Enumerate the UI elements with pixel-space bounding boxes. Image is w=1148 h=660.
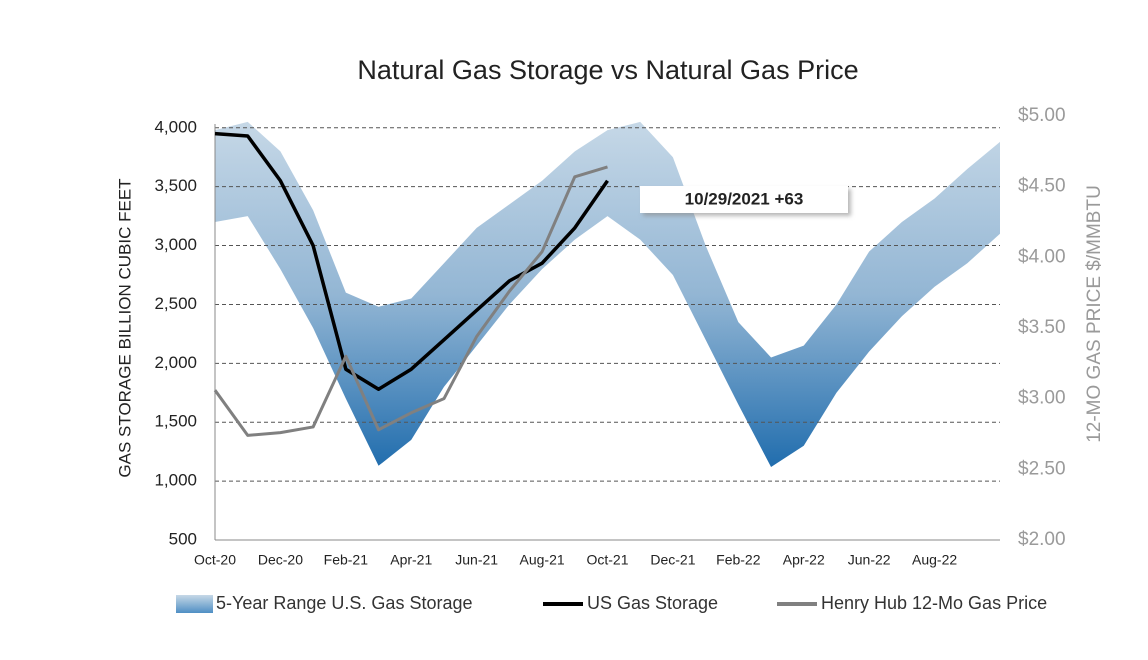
y2-axis-label: 12-MO GAS PRICE $/MMBTU [1084, 185, 1105, 443]
plot-area: 500 1,000 1,500 2,000 2,500 3,000 3,500 4,000 $2… [154, 105, 1065, 568]
x-tick-label: Apr-22 [783, 552, 825, 568]
y2-tick-label: $2.50 [1018, 458, 1066, 479]
y-axis-label: GAS STORAGE BILLION CUBIC FEET [115, 178, 134, 477]
legend-label: 5-Year Range U.S. Gas Storage [216, 593, 472, 613]
chart-title: Natural Gas Storage vs Natural Gas Price [357, 55, 858, 85]
x-tick-label: Apr-21 [390, 552, 432, 568]
y-tick-label: 3,000 [154, 235, 197, 254]
x-tick-label: Aug-22 [912, 552, 957, 568]
y-tick-label: 2,500 [154, 294, 197, 313]
x-tick-label: Oct-20 [194, 552, 236, 568]
y2-tick-label: $4.00 [1018, 246, 1066, 267]
y2-tick-label: $3.00 [1018, 388, 1066, 409]
x-tick-label: Dec-20 [258, 552, 303, 568]
y-tick-label: 1,000 [154, 471, 197, 490]
x-tick-label: Feb-22 [716, 552, 761, 568]
legend: 5-Year Range U.S. Gas Storage US Gas Stor… [176, 593, 1047, 613]
x-tick-label: Dec-21 [650, 552, 695, 568]
legend-swatch [176, 595, 213, 613]
y-tick-label: 2,000 [154, 353, 197, 372]
y2-tick-label: $4.50 [1018, 176, 1066, 197]
x-tick-label: Jun-22 [848, 552, 891, 568]
y-tick-label: 3,500 [154, 176, 197, 195]
annotation: 10/29/2021 +63 [685, 189, 804, 208]
y2-tick-label: $2.00 [1018, 529, 1066, 550]
series-line [214, 131, 609, 391]
legend-label: US Gas Storage [587, 593, 718, 613]
annotation-box [640, 186, 848, 213]
x-tick-label: Oct-21 [586, 552, 628, 568]
y-tick-label: 500 [169, 529, 197, 548]
x-tick-label: Jun-21 [455, 552, 498, 568]
y2-tick-label: $5.00 [1018, 105, 1066, 126]
y-tick-label: 1,500 [154, 412, 197, 431]
x-tick-label: Feb-21 [324, 552, 369, 568]
range-band [215, 121, 1000, 467]
x-tick-label: Aug-21 [520, 552, 565, 568]
series-line [213, 165, 608, 437]
y-tick-label: 4,000 [154, 117, 197, 136]
y2-tick-label: $3.50 [1018, 317, 1066, 338]
legend-label: Henry Hub 12-Mo Gas Price [821, 593, 1047, 613]
